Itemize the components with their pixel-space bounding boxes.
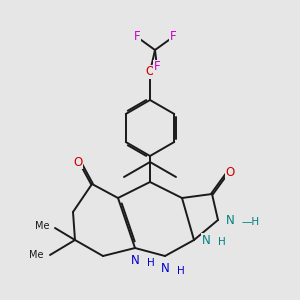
Text: N: N xyxy=(226,214,234,226)
Text: H: H xyxy=(218,237,226,247)
Text: F: F xyxy=(170,31,176,44)
Text: H: H xyxy=(147,258,155,268)
Text: O: O xyxy=(146,65,154,79)
Text: F: F xyxy=(154,61,160,74)
Text: F: F xyxy=(134,31,140,44)
Text: Me: Me xyxy=(34,221,49,231)
Text: O: O xyxy=(74,155,82,169)
Text: N: N xyxy=(160,262,169,275)
Text: —H: —H xyxy=(242,217,260,227)
Text: O: O xyxy=(225,166,235,178)
Text: N: N xyxy=(202,233,210,247)
Text: N: N xyxy=(130,254,140,268)
Text: Me: Me xyxy=(29,250,44,260)
Text: H: H xyxy=(177,266,185,276)
